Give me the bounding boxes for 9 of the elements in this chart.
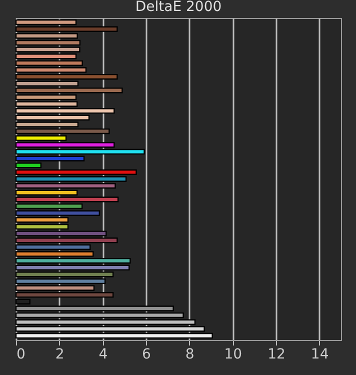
x-tick-label: 6 [142,346,152,362]
x-tick-label: 4 [98,346,108,362]
chart-title: DeltaE 2000 [135,0,222,15]
x-tick-label: 10 [224,346,242,362]
x-tick-label: 8 [185,346,194,362]
x-tick-label: 14 [310,346,329,362]
x-tick-label: 2 [55,346,64,362]
x-tick-label: 0 [16,346,26,362]
x-tick-label: 12 [268,346,286,362]
